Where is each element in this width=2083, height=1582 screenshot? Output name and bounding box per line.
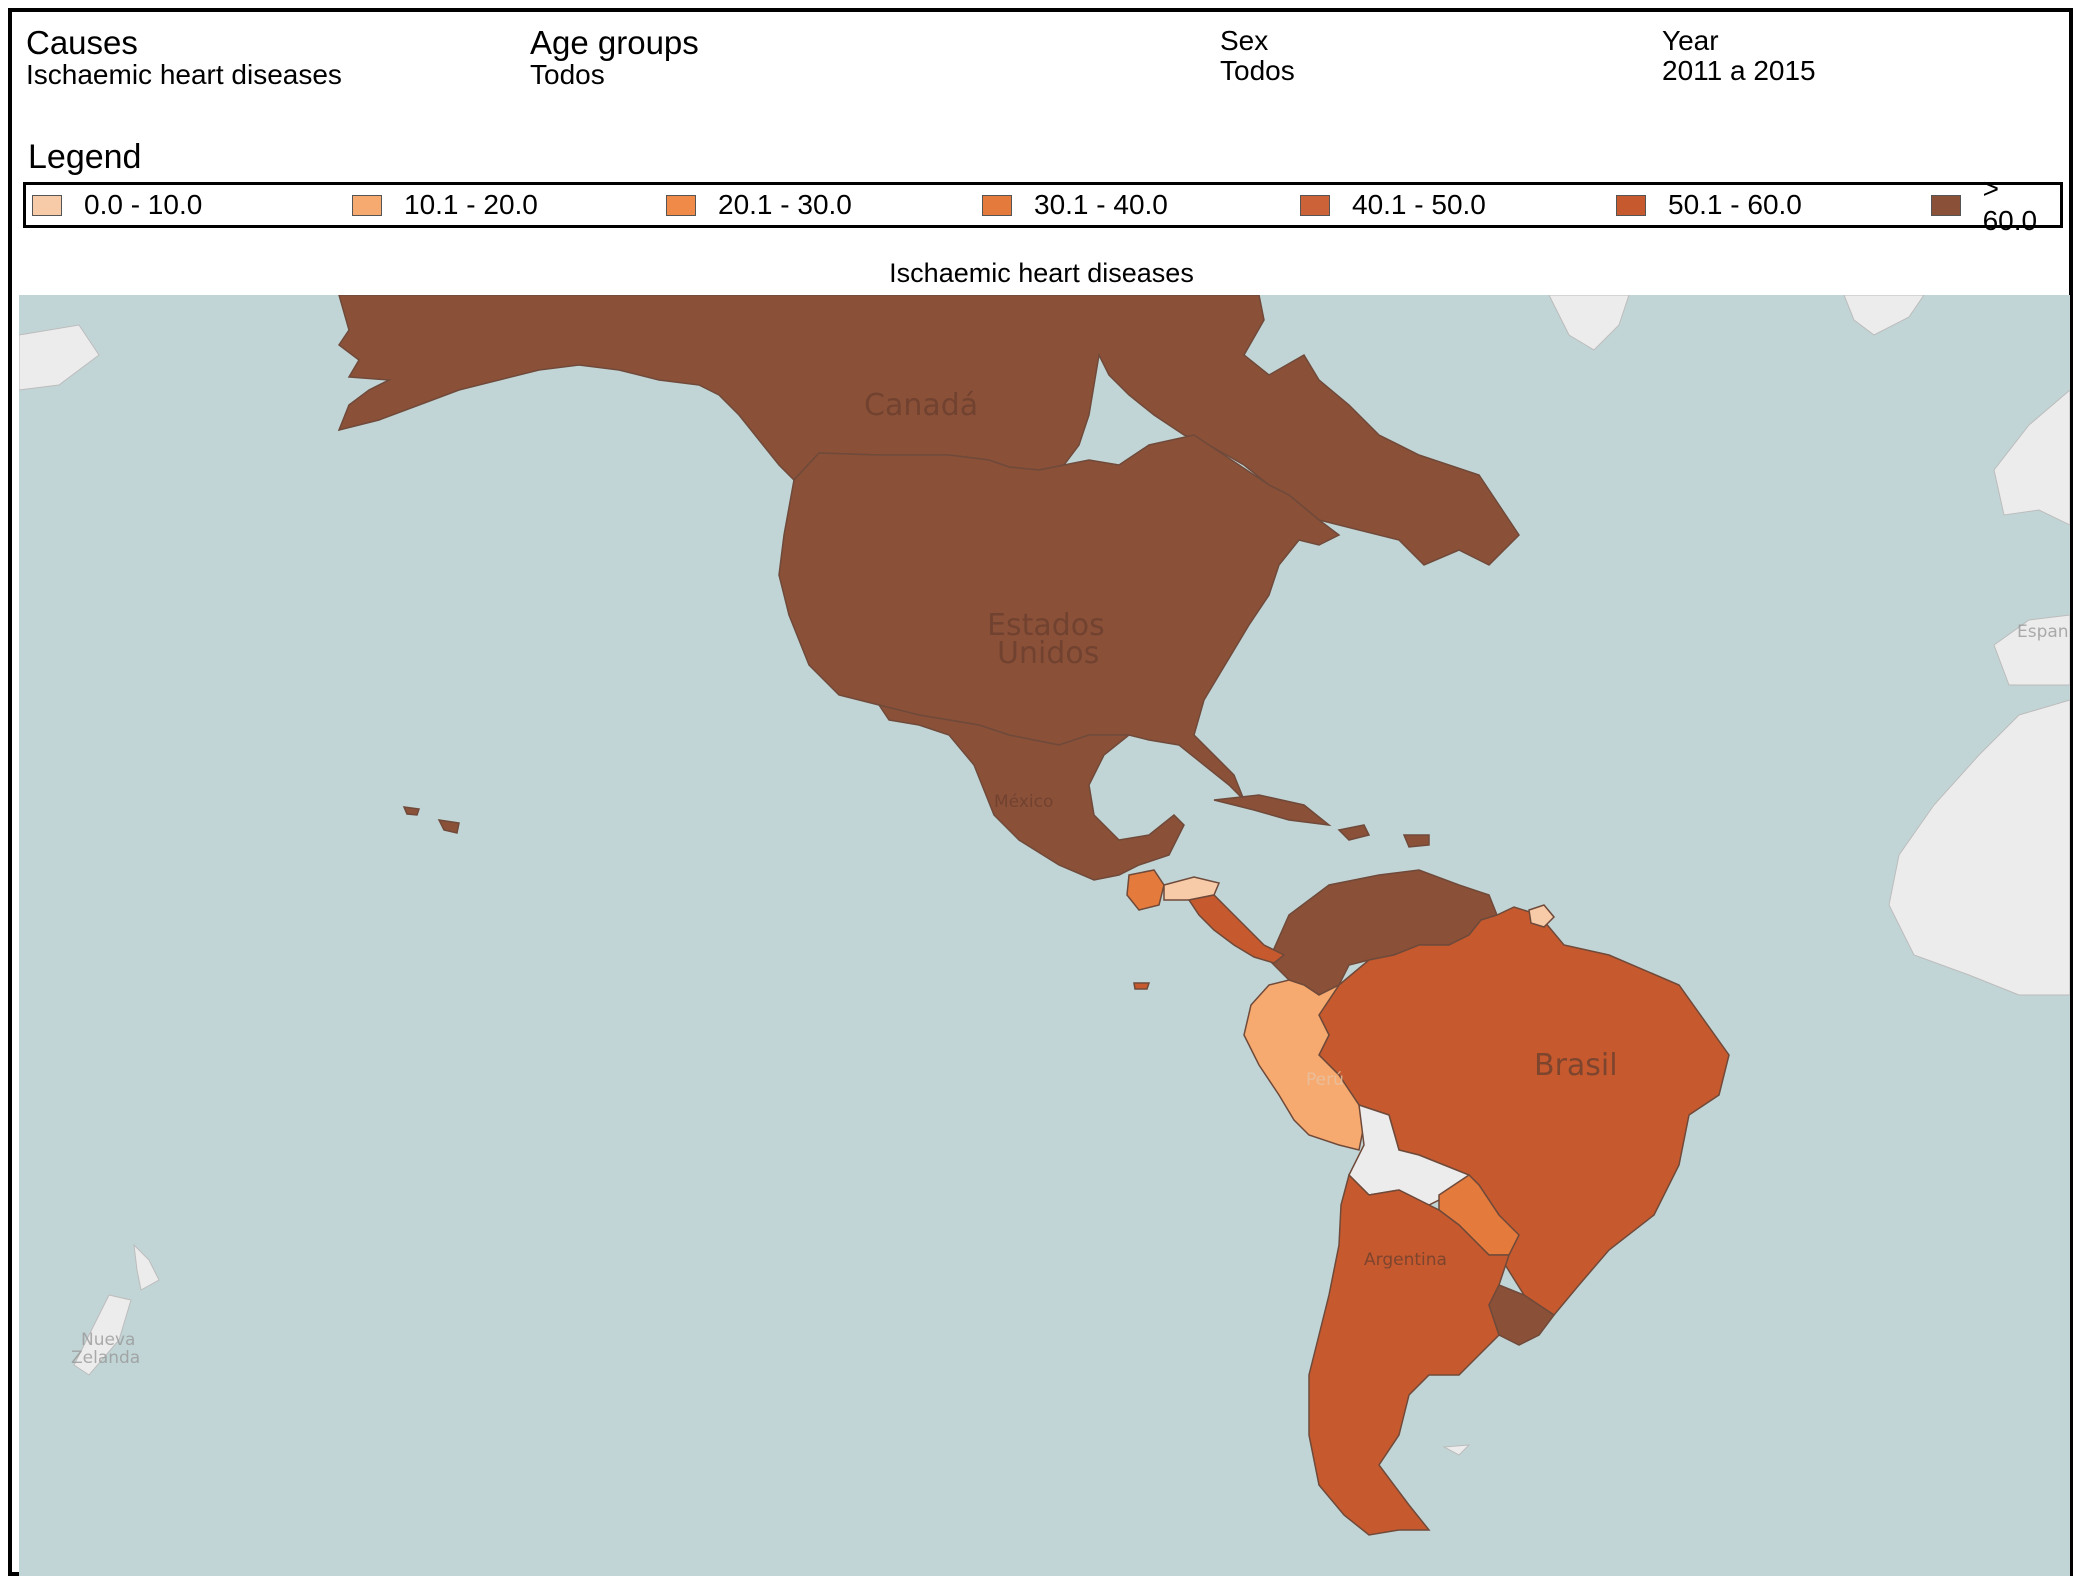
siberia-fragment [19,324,100,391]
greenland-fragment [1548,295,1630,351]
legend-swatch [1300,194,1330,216]
legend-label: 30.1 - 40.0 [1034,189,1168,220]
iberia-land [1993,614,2070,686]
filter-age-groups-value: Todos [530,59,605,90]
legend-swatch [32,194,62,216]
region-canada-alaska[interactable] [337,295,1520,566]
label-unidos: Unidos [997,636,1099,671]
legend-item: > 60.0 [1931,173,2060,236]
filter-age-groups[interactable]: Age groups Todos [530,26,699,90]
legend-swatch [982,194,1012,216]
legend-item: 10.1 - 20.0 [352,185,538,225]
legend-label: > 60.0 [1982,173,2038,236]
filter-year-label: Year [1662,25,1719,56]
filter-causes[interactable]: Causes Ischaemic heart diseases [26,26,342,90]
label-canada: Canadá [864,388,978,423]
legend-item: 20.1 - 30.0 [666,185,852,225]
legend-swatch [352,194,382,216]
legend-label: 50.1 - 60.0 [1668,189,1802,220]
legend-label: 20.1 - 30.0 [718,189,852,220]
label-peru: Perú [1306,1070,1344,1090]
filter-causes-value: Ischaemic heart diseases [26,59,342,90]
legend: 0.0 - 10.0 10.1 - 20.0 20.1 - 30.0 30.1 … [23,173,2063,236]
label-zelanda: Zelanda [71,1348,140,1368]
label-estados: Estados [987,608,1105,643]
label-nueva: Nueva [81,1330,135,1350]
filter-year[interactable]: Year 2011 a 2015 [1662,26,1816,86]
legend-swatch [1616,194,1646,216]
new-zealand-land [73,1243,160,1376]
legend-label: 10.1 - 20.0 [404,189,538,220]
filter-sex[interactable]: Sex Todos [1220,26,1295,86]
iceland-fragment [1843,295,1925,336]
africa-land [1888,699,2070,996]
falklands-land [1442,1444,1471,1456]
map-labels: Canadá Estados Unidos México Brasil Perú… [71,388,2069,1368]
filter-year-value: 2011 a 2015 [1662,55,1816,86]
region-hawaii[interactable] [402,806,460,834]
region-cuba-caribbean[interactable] [1213,794,1430,848]
americas [337,295,1730,1536]
filter-age-groups-label: Age groups [530,24,699,61]
label-brasil: Brasil [1534,1048,1618,1083]
region-argentina-chile[interactable] [1308,1173,1511,1536]
label-espana: Espan [2017,622,2069,642]
region-uruguay[interactable] [1488,1284,1556,1346]
filter-causes-label: Causes [26,24,138,61]
region-galapagos[interactable] [1133,982,1151,990]
other-land [19,295,2070,1456]
label-mexico: México [994,792,1053,812]
legend-item: 40.1 - 50.0 [1300,185,1486,225]
legend-swatch [666,194,696,216]
filter-sex-value: Todos [1220,55,1295,86]
choropleth-map[interactable]: Canadá Estados Unidos México Brasil Perú… [19,295,2070,1576]
region-mexico[interactable] [877,703,1185,881]
filter-sex-label: Sex [1220,25,1269,56]
europe-land [1993,389,2070,526]
label-argentina: Argentina [1364,1250,1447,1270]
legend-title: Legend [28,138,142,176]
region-central-america-south[interactable] [1187,894,1286,964]
region-french-guiana[interactable] [1528,904,1556,928]
report-frame: Causes Ischaemic heart diseases Age grou… [8,8,2073,1576]
legend-label: 40.1 - 50.0 [1352,189,1486,220]
legend-item: 50.1 - 60.0 [1616,185,1802,225]
legend-item: 30.1 - 40.0 [982,185,1168,225]
region-guatemala[interactable] [1126,869,1165,911]
map-svg[interactable]: Canadá Estados Unidos México Brasil Perú… [19,295,2070,1576]
legend-label: 0.0 - 10.0 [84,189,203,220]
map-title: Ischaemic heart diseases [889,258,1194,288]
legend-swatch [1931,194,1961,216]
legend-item: 0.0 - 10.0 [32,185,202,225]
